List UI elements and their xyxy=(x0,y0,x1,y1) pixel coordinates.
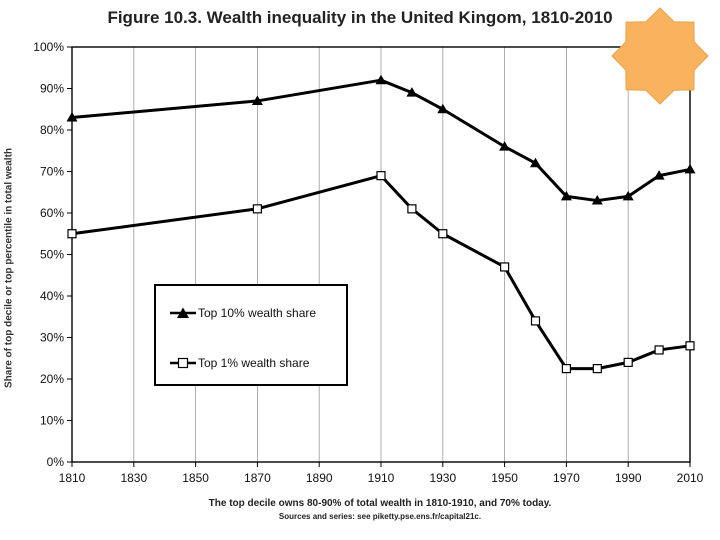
x-tick-label: 1810 xyxy=(59,471,86,485)
legend-item-top1: Top 1% wealth share xyxy=(170,355,309,371)
data-point-top1 xyxy=(530,316,541,326)
data-point-top10 xyxy=(591,195,603,205)
data-point-top1 xyxy=(623,357,633,367)
x-tick-label: 1850 xyxy=(182,471,209,485)
data-point-top10 xyxy=(375,74,387,85)
y-tick-label: 70% xyxy=(40,165,64,179)
data-point-top1 xyxy=(500,262,510,272)
chart-source: Sources and series: see piketty.pse.ens.… xyxy=(278,512,482,521)
badge-shape xyxy=(611,7,709,105)
x-tick-label: 1890 xyxy=(306,471,333,485)
plot-frame xyxy=(71,46,691,463)
data-point-top1 xyxy=(67,229,77,239)
data-point-top1 xyxy=(592,364,602,374)
y-tick-label: 100% xyxy=(33,40,64,54)
x-tick-label: 1930 xyxy=(429,471,456,485)
data-point-top1 xyxy=(685,341,695,351)
series-line-top1 xyxy=(71,174,691,371)
data-point-top1 xyxy=(376,171,386,181)
data-point-top10 xyxy=(653,170,665,180)
x-tick-label: 1970 xyxy=(553,471,580,485)
chart-title: Figure 10.3. Wealth inequality in the Un… xyxy=(107,8,613,27)
data-point-top10 xyxy=(437,103,449,114)
triangle-marker-icon xyxy=(170,307,196,318)
chart-caption: The top decile owns 80-90% of total weal… xyxy=(208,498,552,509)
y-tick-label: 30% xyxy=(40,331,64,345)
data-point-top10 xyxy=(684,163,696,174)
data-point-top10 xyxy=(499,141,511,151)
y-tick-label: 80% xyxy=(40,123,64,137)
data-point-top10 xyxy=(406,87,418,97)
data-point-top1 xyxy=(407,204,417,214)
data-point-top10 xyxy=(622,190,634,201)
data-point-top10 xyxy=(251,95,263,105)
series-line-top10 xyxy=(71,78,691,203)
square-marker-icon xyxy=(170,357,196,369)
legend-label-top10: Top 10% wealth share xyxy=(198,306,317,320)
data-point-top10 xyxy=(66,112,78,122)
x-tick-label: 1910 xyxy=(368,471,395,485)
x-tick-label: 1950 xyxy=(491,471,518,485)
y-tick-label: 60% xyxy=(40,206,64,220)
data-point-top1 xyxy=(654,345,664,355)
data-point-top10 xyxy=(530,157,541,168)
data-point-top10 xyxy=(560,190,572,201)
y-tick-label: 0% xyxy=(47,455,65,469)
x-tick-label: 1870 xyxy=(244,471,271,485)
legend: Top 10% wealth share Top 1% wealth share xyxy=(154,284,348,386)
sun-burst-icon xyxy=(611,7,709,105)
data-point-top1 xyxy=(252,204,262,214)
data-point-top1 xyxy=(561,364,572,374)
data-point-top1 xyxy=(438,229,448,239)
y-tick-label: 50% xyxy=(40,248,64,262)
x-tick-label: 1830 xyxy=(120,471,147,485)
y-tick-label: 90% xyxy=(40,82,64,96)
x-tick-label: 1990 xyxy=(615,471,642,485)
y-tick-label: 20% xyxy=(40,372,64,386)
legend-item-top10: Top 10% wealth share xyxy=(170,305,316,321)
y-tick-label: 10% xyxy=(40,414,64,428)
x-tick-label: 2010 xyxy=(677,471,704,485)
y-tick-label: 40% xyxy=(40,289,64,303)
legend-label-top1: Top 1% wealth share xyxy=(198,356,310,370)
